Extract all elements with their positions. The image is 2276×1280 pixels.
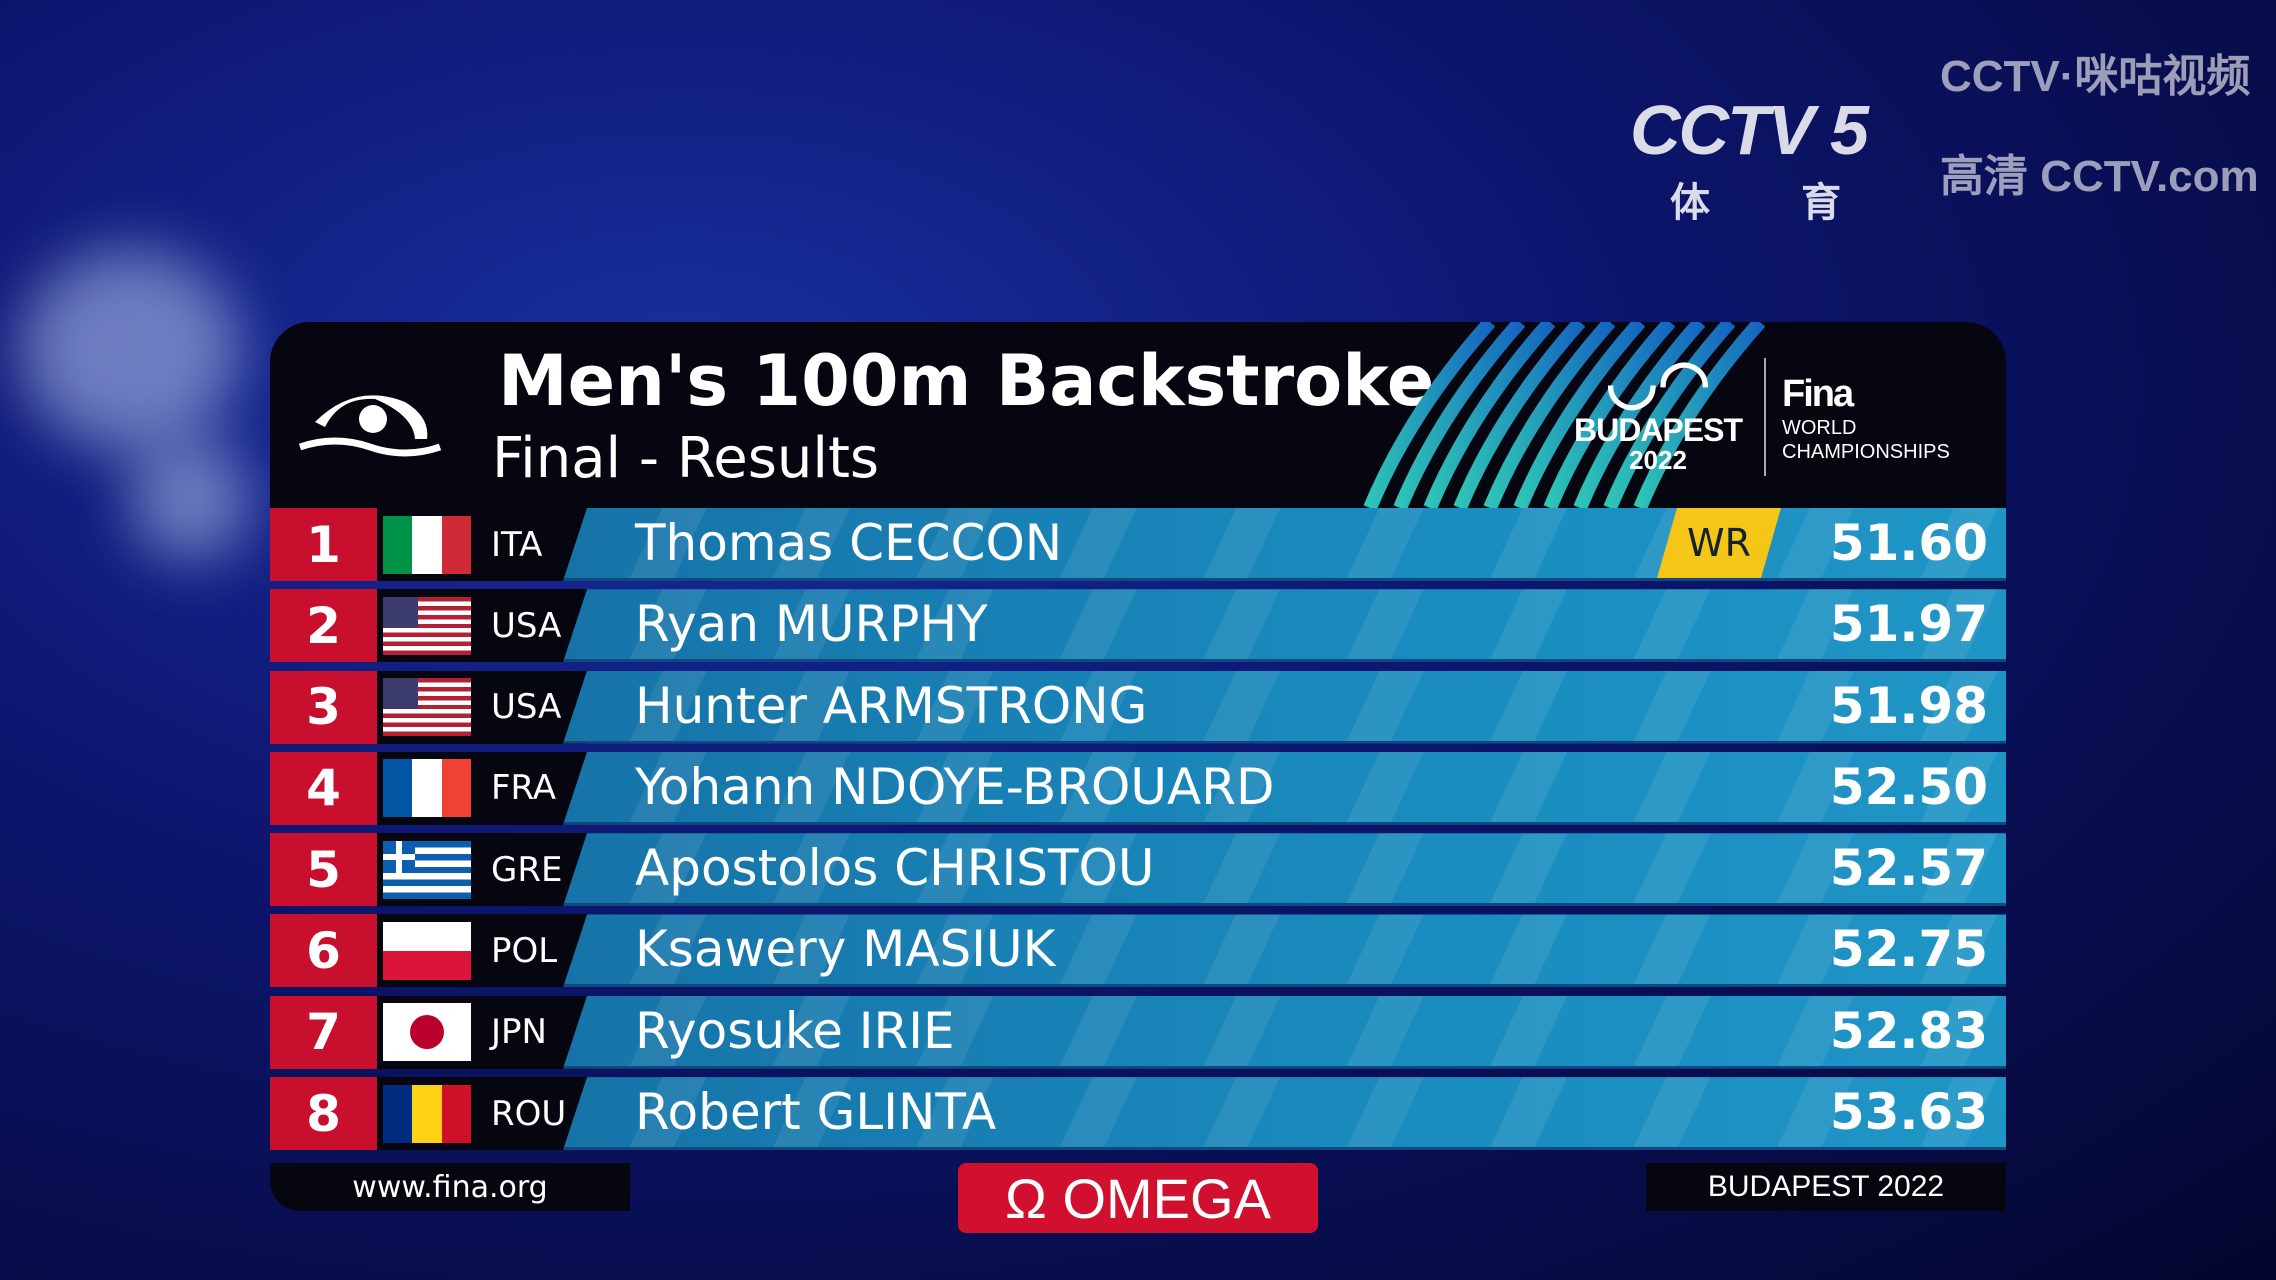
country-code: ROU <box>491 1093 567 1134</box>
wave-decoration <box>1363 322 1766 508</box>
footer: www.fina.org Ω OMEGA BUDAPEST 2022 <box>270 1163 2006 1233</box>
finish-time: 52.83 <box>1829 1001 1988 1060</box>
result-row: 1 ITA Thomas CECCON WR 51.60 <box>270 508 2006 581</box>
country-cell: USA <box>377 589 587 663</box>
rank: 4 <box>270 751 377 825</box>
result-row: 6 POL Ksawery MASIUK 52.75 <box>270 914 2006 988</box>
finish-time: 51.97 <box>1829 595 1988 654</box>
rank: 2 <box>270 589 377 663</box>
country-code: POL <box>491 930 558 971</box>
athlete-name: Ryosuke IRIE <box>635 1001 955 1060</box>
finish-time: 51.60 <box>1829 514 1988 572</box>
country-code: USA <box>491 605 562 646</box>
watermark: CCTV·咪咕视频 <box>1940 52 2251 101</box>
channel-sub: 体 育 <box>1670 181 1882 225</box>
athlete-name: Yohann NDOYE-BROUARD <box>635 757 1275 816</box>
athlete-name: Robert GLINTA <box>635 1083 997 1142</box>
country-code: FRA <box>491 768 557 809</box>
flag-gre-icon <box>383 840 471 899</box>
result-row: 2 USA Ryan MURPHY 51.97 <box>270 589 2006 663</box>
country-code: JPN <box>491 1012 547 1053</box>
athlete-bar: Yohann NDOYE-BROUARD 52.50 <box>563 751 2006 825</box>
flag-usa-icon <box>383 678 471 737</box>
result-row: 3 USA Hunter ARMSTRONG 51.98 <box>270 670 2006 744</box>
finish-time: 51.98 <box>1829 676 1988 735</box>
country-cell: USA <box>377 670 587 744</box>
location-label: BUDAPEST 2022 <box>1646 1163 2006 1211</box>
country-code: ITA <box>491 524 543 565</box>
country-cell: FRA <box>377 751 587 825</box>
athlete-bar: Ryan MURPHY 51.97 <box>563 589 2006 663</box>
rank: 6 <box>270 914 377 988</box>
flag-rou-icon <box>383 1084 471 1143</box>
finish-time: 52.50 <box>1829 757 1988 816</box>
result-row: 8 ROU Robert GLINTA 53.63 <box>270 1077 2006 1151</box>
logo-divider <box>1764 358 1766 476</box>
rank: 3 <box>270 670 377 744</box>
country-cell: GRE <box>377 833 587 907</box>
finish-time: 52.57 <box>1829 839 1988 898</box>
result-row: 4 FRA Yohann NDOYE-BROUARD 52.50 <box>270 751 2006 825</box>
channel-logo: CCTV 5 <box>1630 91 1869 169</box>
omega-sponsor-logo: Ω OMEGA <box>958 1163 1318 1233</box>
results-panel: Men's 100m Backstroke Final - Results ◡◠… <box>270 322 2006 1151</box>
athlete-bar: Thomas CECCON WR 51.60 <box>563 508 2006 581</box>
athlete-name: Apostolos CHRISTOU <box>635 839 1155 898</box>
athlete-bar: Ryosuke IRIE 52.83 <box>563 995 2006 1069</box>
broadcaster-logo: CCTV 5 体 育 CCTV·咪咕视频 高清 CCTV.com <box>1630 50 2270 240</box>
flag-fra-icon <box>383 759 471 818</box>
budapest-logo: ◡◠ BUDAPEST 2022 <box>1570 348 1746 475</box>
finish-time: 52.75 <box>1829 920 1988 979</box>
athlete-bar: Robert GLINTA 53.63 <box>563 1077 2006 1151</box>
rank: 5 <box>270 833 377 907</box>
event-title: Men's 100m Backstroke <box>498 340 1435 422</box>
fina-url: www.fina.org <box>270 1163 630 1211</box>
rank: 8 <box>270 1077 377 1151</box>
country-cell: ROU <box>377 1077 587 1151</box>
athlete-name: Ksawery MASIUK <box>635 920 1056 979</box>
stadium-light <box>130 440 250 560</box>
athlete-bar: Ksawery MASIUK 52.75 <box>563 914 2006 988</box>
athlete-name: Thomas CECCON <box>635 514 1063 572</box>
athlete-name: Ryan MURPHY <box>635 595 988 654</box>
athlete-name: Hunter ARMSTRONG <box>635 676 1148 735</box>
result-row: 7 JPN Ryosuke IRIE 52.83 <box>270 995 2006 1069</box>
result-row: 5 GRE Apostolos CHRISTOU 52.57 <box>270 833 2006 907</box>
flag-pol-icon <box>383 921 471 980</box>
athlete-bar: Hunter ARMSTRONG 51.98 <box>563 670 2006 744</box>
flag-jpn-icon <box>383 1003 471 1062</box>
stadium-light <box>20 250 240 450</box>
watermark: 高清 CCTV.com <box>1940 152 2259 201</box>
finish-time: 53.63 <box>1829 1083 1988 1142</box>
swimmer-icon <box>298 395 442 457</box>
flag-usa-icon <box>383 596 471 655</box>
country-cell: ITA <box>377 508 587 581</box>
rank: 1 <box>270 508 377 581</box>
country-cell: POL <box>377 914 587 988</box>
country-code: GRE <box>491 849 563 890</box>
rank: 7 <box>270 995 377 1069</box>
country-cell: JPN <box>377 995 587 1069</box>
results-list: 1 ITA Thomas CECCON WR 51.60 2 USA Ryan M… <box>270 508 2006 1151</box>
budapest-emblem-icon: ◡◠ <box>1605 348 1711 415</box>
record-badge: WR <box>1657 508 1781 578</box>
athlete-bar: Apostolos CHRISTOU 52.57 <box>563 833 2006 907</box>
event-subtitle: Final - Results <box>492 426 880 491</box>
fina-logo: Fina WORLD CHAMPIONSHIPS <box>1782 373 1950 463</box>
flag-ita-icon <box>383 515 471 574</box>
results-header: Men's 100m Backstroke Final - Results ◡◠… <box>270 322 2006 508</box>
country-code: USA <box>491 687 562 728</box>
